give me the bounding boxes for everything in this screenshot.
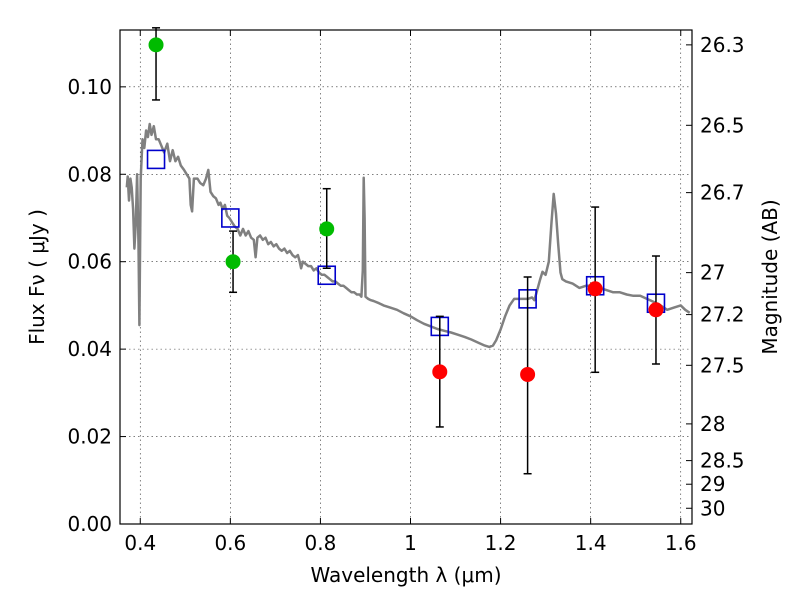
sed-line [125, 122, 691, 349]
y-tick-label: 0.02 [67, 425, 112, 449]
observed-point [148, 37, 164, 53]
right-tick-label: 30 [700, 496, 725, 520]
observed-point [648, 302, 664, 318]
x-tick-label: 0.4 [124, 531, 156, 555]
observed-point [520, 366, 536, 382]
right-tick-label: 28.5 [700, 449, 745, 473]
y-axis-label: Flux Fν ( μJy ) [25, 209, 49, 345]
right-tick-label: 27 [700, 261, 725, 285]
observed-point [587, 281, 603, 297]
model-point [146, 149, 166, 170]
right-axis-label: Magnitude (AB) [758, 199, 782, 354]
y-tick-label: 0.04 [67, 337, 112, 361]
right-tick-label: 26.7 [700, 181, 745, 205]
x-tick-label: 1.4 [575, 531, 607, 555]
right-tick-label: 26.5 [700, 113, 745, 137]
right-tick-label: 29 [700, 472, 725, 496]
y-tick-label: 0.00 [67, 512, 112, 536]
x-tick-label: 1.2 [485, 531, 517, 555]
observed-point [432, 364, 448, 380]
x-tick-label: 0.6 [214, 531, 246, 555]
right-tick-label: 27.2 [700, 303, 745, 327]
x-tick-label: 1.6 [665, 531, 697, 555]
observed-points-layer [148, 37, 664, 382]
right-tick-label: 27.5 [700, 353, 745, 377]
x-axis-label: Wavelength λ (μm) [310, 563, 501, 587]
grid-layer [120, 30, 692, 524]
model-point [221, 208, 240, 228]
observed-point [225, 254, 241, 270]
plot-frame [119, 29, 693, 525]
y-tick-label: 0.10 [67, 75, 112, 99]
right-tick-label: 28 [700, 412, 725, 436]
sed-layer [125, 122, 691, 349]
x-tick-label: 1 [404, 531, 417, 555]
observed-point [319, 221, 335, 237]
tick-layer: 0.4 0.6 0.8 1 1.2 1.4 1.6 0.00 0.02 0.04 0.06 0.08 0… [67, 30, 745, 555]
right-tick-label: 26.3 [700, 33, 745, 57]
y-tick-label: 0.06 [67, 250, 112, 274]
y-tick-label: 0.08 [67, 162, 112, 186]
x-tick-label: 0.8 [305, 531, 337, 555]
